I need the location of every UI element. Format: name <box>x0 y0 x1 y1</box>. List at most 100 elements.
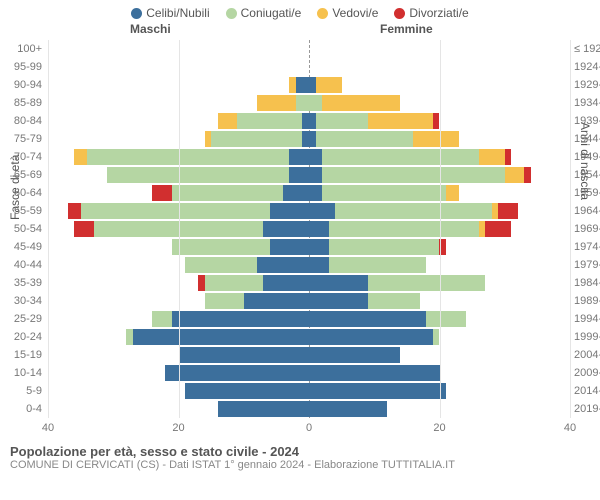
bar-row <box>48 382 570 400</box>
age-label: 30-34 <box>8 292 44 310</box>
bar-rows <box>48 40 570 418</box>
bar-segment <box>524 167 531 183</box>
x-tick: 0 <box>306 422 312 434</box>
bar-segment <box>185 383 309 399</box>
grid-line <box>570 40 571 418</box>
year-label: 1944-1948 <box>572 130 600 148</box>
bar-row <box>48 292 570 310</box>
grid-line <box>440 40 441 418</box>
bar-segment <box>322 167 505 183</box>
bar-segment <box>185 257 257 273</box>
bar-segment <box>309 347 400 363</box>
bar-segment <box>270 203 309 219</box>
bar-segment <box>368 275 485 291</box>
year-label: 1999-2003 <box>572 328 600 346</box>
bar-segment <box>505 149 512 165</box>
bar-row <box>48 346 570 364</box>
bar-segment <box>263 275 309 291</box>
legend-item: Vedovi/e <box>317 6 378 20</box>
bar-row <box>48 166 570 184</box>
bar-segment <box>485 221 511 237</box>
bar-row <box>48 328 570 346</box>
age-label: 75-79 <box>8 130 44 148</box>
age-label: 55-59 <box>8 202 44 220</box>
age-label: 0-4 <box>8 400 44 418</box>
bar-segment <box>172 239 270 255</box>
age-label: 60-64 <box>8 184 44 202</box>
bar-segment <box>309 95 322 111</box>
bar-segment <box>309 383 446 399</box>
bar-segment <box>309 275 368 291</box>
age-label: 95-99 <box>8 58 44 76</box>
year-label: 1974-1978 <box>572 238 600 256</box>
bar-segment <box>205 293 244 309</box>
bar-segment <box>218 401 309 417</box>
bar-segment <box>309 257 329 273</box>
bar-segment <box>322 185 446 201</box>
bar-row <box>48 310 570 328</box>
header-female: Femmine <box>380 22 433 36</box>
bar-segment <box>152 185 172 201</box>
legend-label: Vedovi/e <box>332 6 378 20</box>
year-label: 1939-1943 <box>572 112 600 130</box>
year-label: 2009-2013 <box>572 364 600 382</box>
bar-row <box>48 184 570 202</box>
bar-segment <box>87 149 289 165</box>
bar-row <box>48 274 570 292</box>
year-label: 2019-2023 <box>572 400 600 418</box>
age-label: 20-24 <box>8 328 44 346</box>
legend-label: Divorziati/e <box>409 6 468 20</box>
bar-segment <box>329 257 427 273</box>
x-tick: 40 <box>564 422 576 434</box>
grid-line <box>48 40 49 418</box>
bar-segment <box>413 131 459 147</box>
bar-segment <box>368 113 433 129</box>
legend-swatch <box>226 8 237 19</box>
bar-segment <box>498 203 518 219</box>
bar-segment <box>257 95 296 111</box>
bar-segment <box>74 221 94 237</box>
bar-row <box>48 58 570 76</box>
bar-segment <box>479 149 505 165</box>
bar-segment <box>433 113 440 129</box>
bar-row <box>48 256 570 274</box>
bar-segment <box>316 77 342 93</box>
chart-area: 100+95-9990-9485-8980-8475-7970-7465-696… <box>48 40 570 418</box>
bar-segment <box>133 329 309 345</box>
age-label: 5-9 <box>8 382 44 400</box>
legend: Celibi/NubiliConiugati/eVedovi/eDivorzia… <box>0 0 600 22</box>
age-label: 40-44 <box>8 256 44 274</box>
bar-row <box>48 40 570 58</box>
bar-row <box>48 238 570 256</box>
bar-segment <box>329 239 440 255</box>
age-label: 10-14 <box>8 364 44 382</box>
year-label: 1994-1998 <box>572 310 600 328</box>
bar-segment <box>172 311 309 327</box>
x-tick: 20 <box>433 422 445 434</box>
bar-segment <box>165 365 309 381</box>
year-label: 1934-1938 <box>572 94 600 112</box>
legend-item: Coniugati/e <box>226 6 302 20</box>
bar-segment <box>309 401 387 417</box>
year-label: 2004-2008 <box>572 346 600 364</box>
age-label: 65-69 <box>8 166 44 184</box>
year-label: ≤ 1923 <box>572 40 600 58</box>
age-label: 70-74 <box>8 148 44 166</box>
age-label: 45-49 <box>8 238 44 256</box>
year-label: 1949-1953 <box>572 148 600 166</box>
bar-row <box>48 364 570 382</box>
year-label: 1984-1988 <box>572 274 600 292</box>
bar-segment <box>309 365 440 381</box>
bar-row <box>48 76 570 94</box>
bar-segment <box>309 221 329 237</box>
bar-segment <box>309 167 322 183</box>
legend-swatch <box>317 8 328 19</box>
bar-segment <box>205 275 264 291</box>
bar-segment <box>283 185 309 201</box>
y-axis-year: ≤ 19231924-19281929-19331934-19381939-19… <box>572 40 600 418</box>
bar-segment <box>244 293 309 309</box>
age-label: 80-84 <box>8 112 44 130</box>
bar-segment <box>446 185 459 201</box>
legend-label: Coniugati/e <box>241 6 302 20</box>
bar-segment <box>289 149 309 165</box>
